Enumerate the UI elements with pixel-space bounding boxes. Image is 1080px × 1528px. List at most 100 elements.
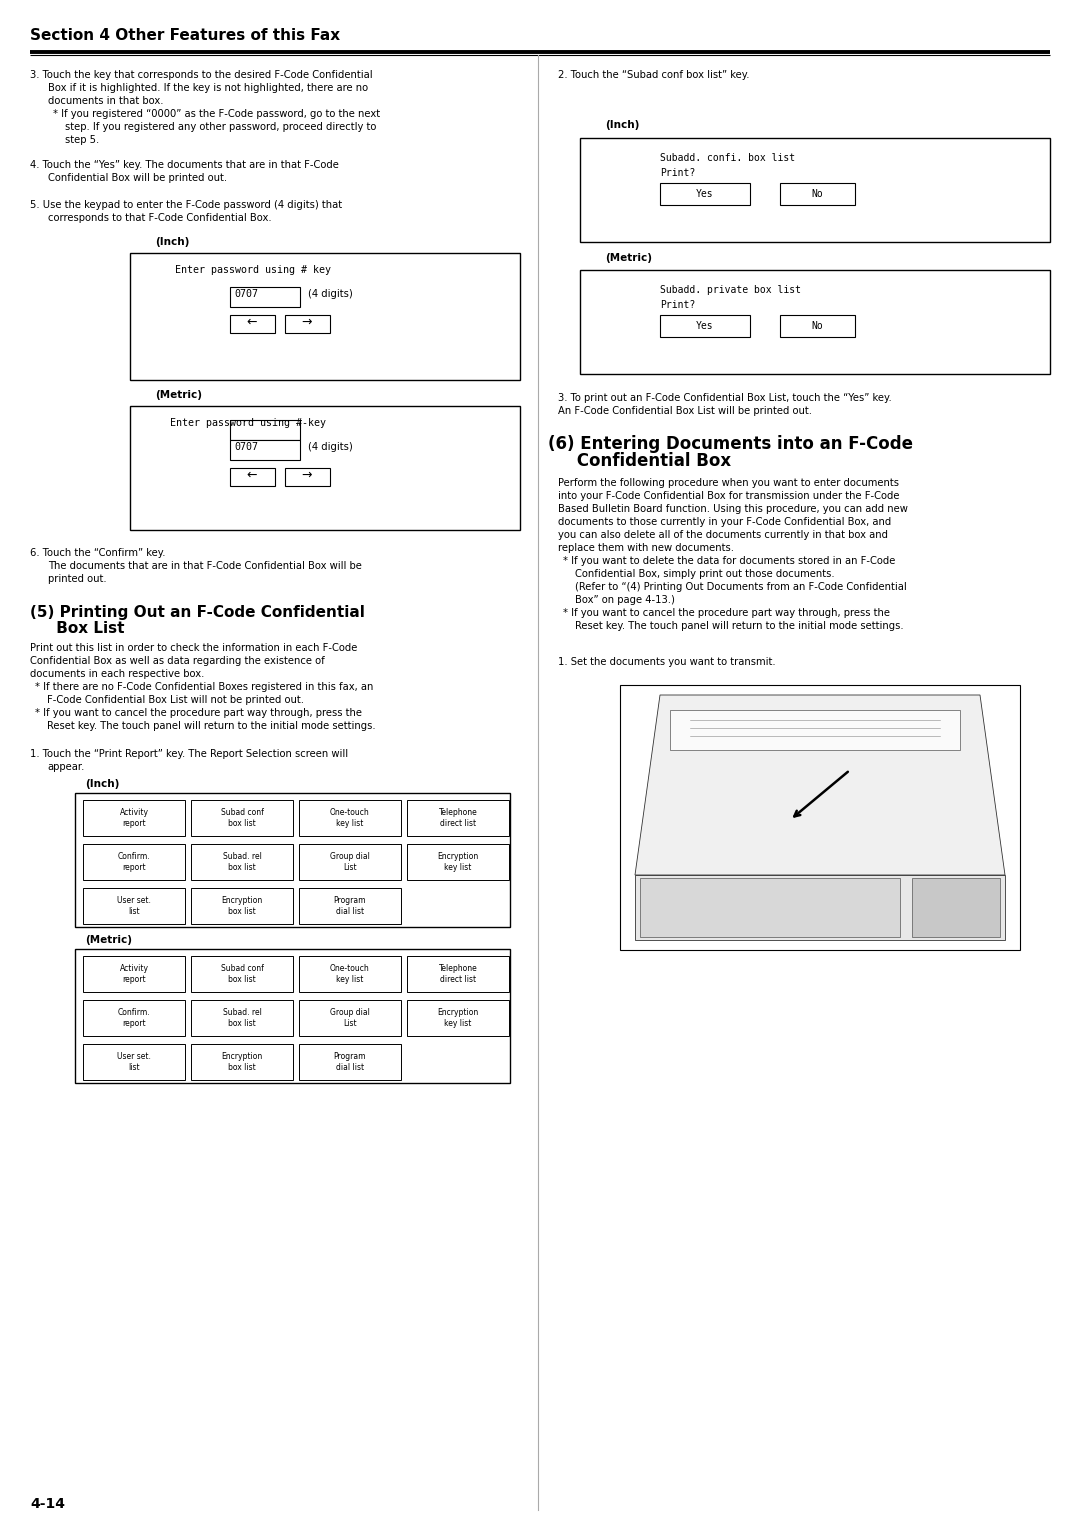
FancyBboxPatch shape [191,999,293,1036]
Text: User set.
list: User set. list [117,897,151,915]
Text: 3. To print out an F-Code Confidential Box List, touch the “Yes” key.: 3. To print out an F-Code Confidential B… [558,393,892,403]
Text: 0707: 0707 [234,289,258,299]
Text: 5. Use the keypad to enter the F-Code password (4 digits) that: 5. Use the keypad to enter the F-Code pa… [30,200,342,209]
Text: 0707: 0707 [234,442,258,452]
Text: Confidential Box: Confidential Box [548,452,731,471]
Polygon shape [640,879,900,937]
Text: printed out.: printed out. [48,575,107,584]
Text: User set.
list: User set. list [117,1053,151,1071]
FancyBboxPatch shape [800,920,828,932]
FancyBboxPatch shape [299,843,401,880]
Text: you can also delete all of the documents currently in that box and: you can also delete all of the documents… [558,530,888,539]
FancyBboxPatch shape [299,999,401,1036]
Text: * If you want to cancel the procedure part way through, press the: * If you want to cancel the procedure pa… [35,707,362,718]
Text: 4-14: 4-14 [30,1497,65,1511]
Text: (Refer to “(4) Printing Out Documents from an F-Code Confidential: (Refer to “(4) Printing Out Documents fr… [575,582,907,591]
Text: 6. Touch the “Confirm” key.: 6. Touch the “Confirm” key. [30,549,165,558]
FancyBboxPatch shape [230,440,300,460]
Text: (4 digits): (4 digits) [308,442,353,452]
Text: F-Code Confidential Box List will not be printed out.: F-Code Confidential Box List will not be… [48,695,303,704]
Text: (Metric): (Metric) [156,390,202,400]
Text: →: → [301,469,312,481]
FancyBboxPatch shape [299,957,401,992]
Text: (Metric): (Metric) [85,935,132,944]
Text: No: No [812,321,823,332]
FancyBboxPatch shape [83,801,185,836]
Text: * If there are no F-Code Confidential Boxes registered in this fax, an: * If there are no F-Code Confidential Bo… [35,681,374,692]
Text: Box if it is highlighted. If the key is not highlighted, there are no: Box if it is highlighted. If the key is … [48,83,368,93]
FancyBboxPatch shape [230,468,275,486]
Text: 4. Touch the “Yes” key. The documents that are in that F-Code: 4. Touch the “Yes” key. The documents th… [30,160,339,170]
Text: * If you registered “0000” as the F-Code password, go to the next: * If you registered “0000” as the F-Code… [53,108,380,119]
Text: into your F-Code Confidential Box for transmission under the F-Code: into your F-Code Confidential Box for tr… [558,490,900,501]
FancyBboxPatch shape [660,183,750,205]
Text: An F-Code Confidential Box List will be printed out.: An F-Code Confidential Box List will be … [558,406,812,416]
Text: The documents that are in that F-Code Confidential Box will be: The documents that are in that F-Code Co… [48,561,362,571]
FancyBboxPatch shape [407,843,509,880]
Text: Confidential Box, simply print out those documents.: Confidential Box, simply print out those… [575,568,835,579]
Text: replace them with new documents.: replace them with new documents. [558,542,734,553]
FancyBboxPatch shape [765,920,793,932]
FancyBboxPatch shape [407,999,509,1036]
Text: (6) Entering Documents into an F-Code: (6) Entering Documents into an F-Code [548,435,913,452]
Text: Enter password using # key: Enter password using # key [175,264,330,275]
FancyBboxPatch shape [191,957,293,992]
FancyBboxPatch shape [660,920,688,932]
Text: Telephone
direct list: Telephone direct list [438,964,477,984]
FancyBboxPatch shape [299,1044,401,1080]
FancyBboxPatch shape [191,801,293,836]
Text: ←: ← [246,316,257,329]
Text: step. If you registered any other password, proceed directly to: step. If you registered any other passwo… [65,122,376,131]
Text: step 5.: step 5. [65,134,99,145]
Text: Subadd. confi. box list: Subadd. confi. box list [660,153,795,163]
FancyBboxPatch shape [730,920,758,932]
Text: Based Bulletin Board function. Using this procedure, you can add new: Based Bulletin Board function. Using thi… [558,504,908,513]
FancyBboxPatch shape [407,957,509,992]
FancyBboxPatch shape [83,1044,185,1080]
FancyBboxPatch shape [620,685,1020,950]
FancyBboxPatch shape [660,315,750,338]
Text: No: No [812,189,823,199]
Text: (Inch): (Inch) [156,237,189,248]
Text: →: → [301,316,312,329]
Text: Group dial
List: Group dial List [330,1008,370,1028]
Text: 1. Touch the “Print Report” key. The Report Selection screen will: 1. Touch the “Print Report” key. The Rep… [30,749,348,759]
FancyBboxPatch shape [83,957,185,992]
Text: Encryption
box list: Encryption box list [221,897,262,915]
Text: Activity
report: Activity report [120,964,149,984]
Text: documents in that box.: documents in that box. [48,96,163,105]
Text: Section 4 Other Features of this Fax: Section 4 Other Features of this Fax [30,28,340,43]
FancyBboxPatch shape [285,315,330,333]
FancyBboxPatch shape [407,801,509,836]
Text: One-touch
key list: One-touch key list [330,808,369,828]
FancyBboxPatch shape [230,287,300,307]
FancyBboxPatch shape [191,888,293,924]
Text: (Inch): (Inch) [85,779,120,788]
Text: Print?: Print? [660,299,696,310]
FancyBboxPatch shape [299,801,401,836]
Text: ←: ← [246,469,257,481]
Text: Confirm.
report: Confirm. report [118,853,150,871]
Polygon shape [635,876,1005,940]
Text: Box List: Box List [30,620,124,636]
Text: Subad. rel
box list: Subad. rel box list [222,1008,261,1028]
FancyBboxPatch shape [130,406,519,530]
Text: Telephone
direct list: Telephone direct list [438,808,477,828]
Text: Reset key. The touch panel will return to the initial mode settings.: Reset key. The touch panel will return t… [575,620,904,631]
FancyBboxPatch shape [83,843,185,880]
Text: Program
dial list: Program dial list [334,1053,366,1071]
Text: (4 digits): (4 digits) [308,289,353,299]
Text: documents in each respective box.: documents in each respective box. [30,669,204,678]
FancyBboxPatch shape [83,888,185,924]
Text: Reset key. The touch panel will return to the initial mode settings.: Reset key. The touch panel will return t… [48,721,376,730]
Text: 2. Touch the “Subad conf box list” key.: 2. Touch the “Subad conf box list” key. [558,70,750,79]
Text: Subadd. private box list: Subadd. private box list [660,286,801,295]
FancyBboxPatch shape [230,315,275,333]
Polygon shape [635,695,1005,876]
FancyBboxPatch shape [580,270,1050,374]
FancyBboxPatch shape [230,420,300,440]
Text: (5) Printing Out an F-Code Confidential: (5) Printing Out an F-Code Confidential [30,605,365,620]
Text: Perform the following procedure when you want to enter documents: Perform the following procedure when you… [558,478,899,487]
Text: One-touch
key list: One-touch key list [330,964,369,984]
FancyBboxPatch shape [83,999,185,1036]
